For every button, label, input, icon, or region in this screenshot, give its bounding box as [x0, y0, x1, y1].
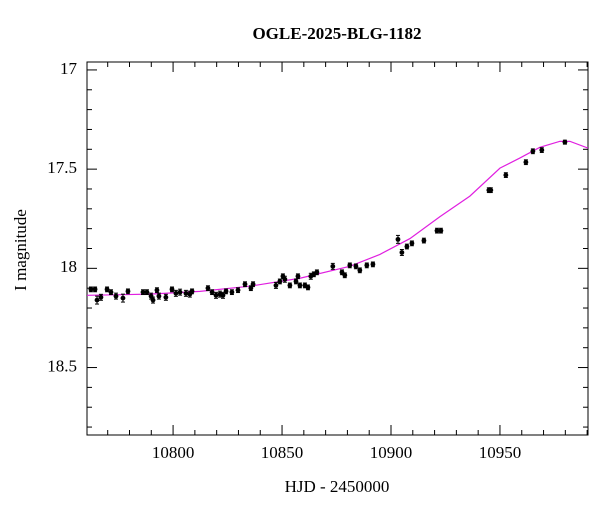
data-point	[273, 283, 279, 288]
data-point	[370, 261, 376, 267]
y-tick-label: 17.5	[47, 158, 77, 177]
data-point	[104, 286, 110, 292]
data-point	[140, 289, 146, 295]
data-point	[314, 269, 320, 275]
data-point	[173, 290, 179, 296]
data-point	[342, 272, 348, 278]
data-point	[242, 281, 248, 287]
data-point	[120, 295, 126, 301]
data-point	[209, 289, 215, 295]
plot-frame	[86, 61, 589, 436]
data-point	[163, 294, 169, 300]
chart-title: OGLE-2025-BLG-1182	[252, 24, 421, 43]
data-point	[205, 285, 211, 291]
x-tick-label: 10850	[261, 443, 304, 462]
data-point	[305, 284, 311, 290]
data-point	[169, 286, 175, 292]
x-tick-label: 10950	[479, 443, 522, 462]
data-point	[250, 281, 256, 287]
data-point	[347, 262, 353, 268]
data-point	[144, 289, 150, 295]
y-tick-label: 18	[60, 257, 77, 276]
data-point	[108, 289, 114, 295]
data-point	[421, 238, 427, 243]
data-point	[156, 293, 162, 299]
data-point	[223, 288, 229, 294]
y-axis-label: I magnitude	[11, 209, 30, 291]
data-point	[399, 250, 405, 255]
y-tick-label: 17	[60, 59, 78, 78]
data-point	[395, 236, 401, 242]
x-tick-label: 10800	[152, 443, 195, 462]
data-point	[530, 148, 536, 154]
data-point	[235, 287, 241, 293]
data-point	[150, 297, 156, 303]
data-point	[438, 228, 444, 234]
data-point	[339, 269, 345, 275]
data-point	[98, 294, 104, 300]
data-point	[92, 286, 98, 292]
data-point	[503, 172, 509, 178]
data-point	[229, 289, 235, 295]
data-point	[183, 290, 189, 296]
data-point	[125, 288, 131, 294]
data-point	[293, 279, 299, 284]
data-point	[295, 273, 301, 279]
data-point	[282, 276, 288, 282]
data-point	[523, 159, 529, 165]
x-axis-label: HJD - 2450000	[285, 477, 390, 496]
data-point	[357, 267, 363, 273]
data-point	[409, 240, 415, 246]
data-point	[488, 187, 494, 193]
data-point	[353, 263, 359, 269]
data-point	[189, 288, 195, 294]
data-point	[364, 262, 370, 268]
data-point	[539, 147, 545, 153]
data-point	[277, 279, 283, 284]
data-point	[113, 293, 119, 299]
data-point	[154, 287, 160, 293]
model-curve	[87, 140, 588, 296]
data-point	[404, 244, 410, 249]
data-point	[88, 286, 94, 292]
data-point	[434, 228, 440, 234]
data-point	[297, 283, 303, 288]
data-point	[213, 292, 219, 298]
y-tick-label: 18.5	[47, 356, 77, 375]
data-point	[94, 297, 100, 303]
data-point	[177, 289, 183, 295]
data-point	[287, 283, 293, 288]
data-point	[562, 139, 568, 145]
x-tick-label: 10900	[370, 443, 413, 462]
data-point	[330, 263, 336, 269]
